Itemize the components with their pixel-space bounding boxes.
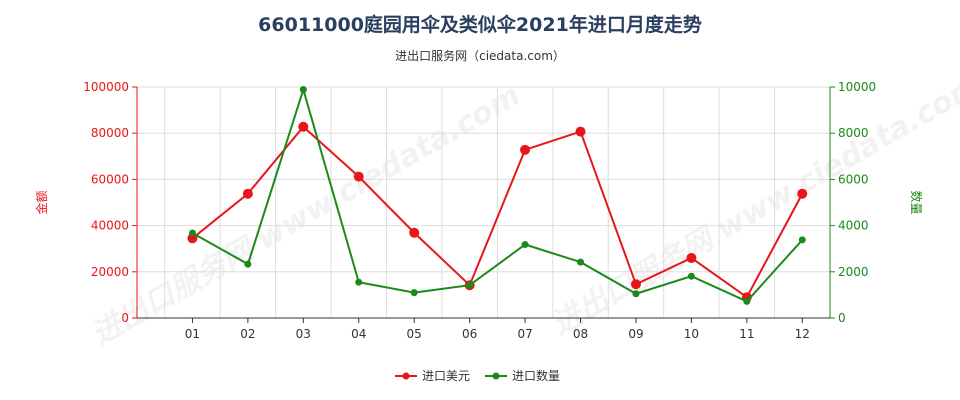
series-line (191, 125, 804, 299)
data-point (797, 188, 808, 199)
data-point (575, 126, 586, 137)
data-point (353, 171, 364, 182)
y-tick-label-left: 60000 (91, 172, 129, 186)
data-point (244, 260, 252, 268)
y-tick-label-left: 20000 (91, 265, 129, 279)
data-point (630, 279, 641, 290)
data-point (466, 281, 474, 289)
data-point (188, 229, 196, 237)
chart-subtitle: 进出口服务网（ciedata.com） (395, 49, 565, 63)
y-tick-label-right: 0 (838, 311, 846, 325)
legend-marker (402, 372, 410, 380)
x-tick-label: 04 (351, 327, 366, 341)
data-point (632, 290, 640, 298)
y-tick-label-right: 4000 (838, 219, 869, 233)
y-tick-label-left: 80000 (91, 126, 129, 140)
data-point (686, 252, 697, 263)
data-point (798, 236, 806, 244)
x-tick-label: 01 (185, 327, 200, 341)
y-tick-label-left: 0 (121, 311, 129, 325)
y-axis-title-left: 金额 (34, 190, 49, 214)
x-tick-label: 02 (240, 327, 255, 341)
x-tick-label: 09 (628, 327, 643, 341)
x-tick-label: 08 (573, 327, 588, 341)
y-tick-label-left: 40000 (91, 219, 129, 233)
legend-label: 进口数量 (512, 368, 560, 383)
x-tick-label: 03 (296, 327, 311, 341)
data-point (299, 86, 307, 94)
series-line (191, 86, 804, 303)
data-point (409, 227, 420, 238)
data-point (743, 297, 751, 305)
y-tick-label-right: 2000 (838, 265, 869, 279)
legend-marker (492, 372, 500, 380)
data-point (242, 188, 253, 199)
data-point (410, 289, 418, 297)
y-tick-label-left: 100000 (83, 80, 129, 94)
x-tick-label: 05 (407, 327, 422, 341)
y-tick-label-right: 8000 (838, 126, 869, 140)
x-tick-label: 06 (462, 327, 477, 341)
data-point (521, 241, 529, 249)
data-point (187, 233, 198, 244)
y-axis-title-right: 数量 (909, 190, 924, 214)
chart-title: 66011000庭园用伞及类似伞2021年进口月度走势 (258, 14, 702, 36)
data-point (520, 144, 531, 155)
y-tick-label-right: 6000 (838, 172, 869, 186)
x-tick-label: 10 (684, 327, 699, 341)
legend-label: 进口美元 (422, 369, 470, 383)
y-tick-label-right: 10000 (838, 80, 876, 94)
data-point (355, 278, 363, 286)
data-point (687, 272, 695, 280)
data-point (298, 121, 309, 132)
x-tick-label: 12 (795, 327, 810, 341)
x-tick-label: 07 (517, 327, 532, 341)
data-point (577, 258, 585, 266)
x-tick-label: 11 (739, 327, 754, 341)
